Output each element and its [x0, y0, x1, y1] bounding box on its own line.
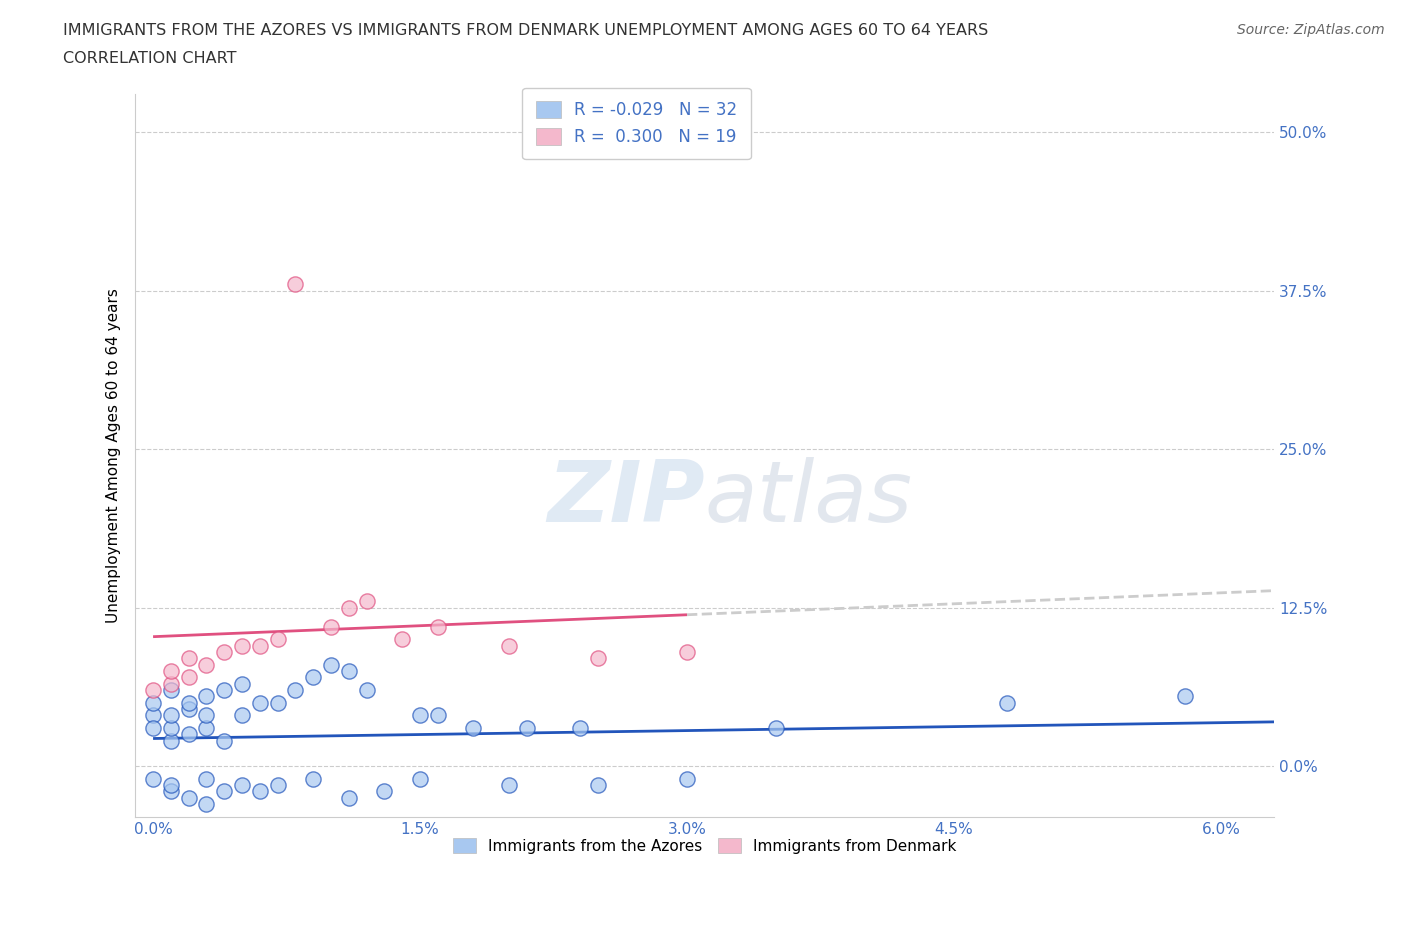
Point	[249, 784, 271, 799]
Point	[995, 695, 1018, 710]
Text: IMMIGRANTS FROM THE AZORES VS IMMIGRANTS FROM DENMARK UNEMPLOYMENT AMONG AGES 60: IMMIGRANTS FROM THE AZORES VS IMMIGRANTS…	[63, 23, 988, 38]
Point	[516, 721, 538, 736]
Point	[160, 721, 183, 736]
Point	[426, 619, 449, 634]
Point	[676, 771, 699, 786]
Point	[337, 663, 360, 678]
Point	[356, 683, 378, 698]
Point	[195, 658, 218, 672]
Point	[231, 638, 253, 653]
Point	[177, 670, 200, 684]
Point	[160, 777, 183, 792]
Point	[266, 631, 288, 646]
Point	[319, 619, 342, 634]
Point	[498, 777, 520, 792]
Point	[142, 683, 165, 698]
Point	[319, 658, 342, 672]
Point	[302, 771, 325, 786]
Point	[231, 676, 253, 691]
Text: CORRELATION CHART: CORRELATION CHART	[63, 51, 236, 66]
Point	[195, 771, 218, 786]
Point	[409, 708, 432, 723]
Y-axis label: Unemployment Among Ages 60 to 64 years: Unemployment Among Ages 60 to 64 years	[107, 288, 121, 623]
Point	[249, 638, 271, 653]
Point	[284, 277, 307, 292]
Text: ZIP: ZIP	[547, 458, 704, 540]
Point	[177, 790, 200, 805]
Point	[1174, 689, 1197, 704]
Text: Source: ZipAtlas.com: Source: ZipAtlas.com	[1237, 23, 1385, 37]
Point	[160, 733, 183, 748]
Point	[586, 651, 609, 666]
Point	[160, 676, 183, 691]
Point	[195, 721, 218, 736]
Point	[231, 777, 253, 792]
Point	[214, 733, 236, 748]
Point	[177, 727, 200, 742]
Point	[249, 695, 271, 710]
Point	[337, 790, 360, 805]
Point	[231, 708, 253, 723]
Point	[498, 638, 520, 653]
Point	[142, 721, 165, 736]
Text: atlas: atlas	[704, 458, 912, 540]
Point	[302, 670, 325, 684]
Point	[409, 771, 432, 786]
Point	[160, 708, 183, 723]
Point	[195, 797, 218, 812]
Point	[391, 631, 413, 646]
Point	[463, 721, 485, 736]
Point	[337, 600, 360, 615]
Point	[373, 784, 395, 799]
Point	[160, 663, 183, 678]
Point	[676, 644, 699, 659]
Point	[284, 683, 307, 698]
Point	[214, 644, 236, 659]
Point	[214, 784, 236, 799]
Point	[356, 593, 378, 608]
Point	[177, 695, 200, 710]
Point	[266, 777, 288, 792]
Point	[765, 721, 787, 736]
Point	[160, 784, 183, 799]
Point	[142, 708, 165, 723]
Point	[177, 701, 200, 716]
Point	[160, 683, 183, 698]
Point	[177, 651, 200, 666]
Point	[569, 721, 592, 736]
Point	[195, 689, 218, 704]
Legend: Immigrants from the Azores, Immigrants from Denmark: Immigrants from the Azores, Immigrants f…	[447, 831, 963, 859]
Point	[426, 708, 449, 723]
Point	[586, 777, 609, 792]
Point	[214, 683, 236, 698]
Point	[142, 695, 165, 710]
Point	[266, 695, 288, 710]
Point	[142, 771, 165, 786]
Point	[195, 708, 218, 723]
